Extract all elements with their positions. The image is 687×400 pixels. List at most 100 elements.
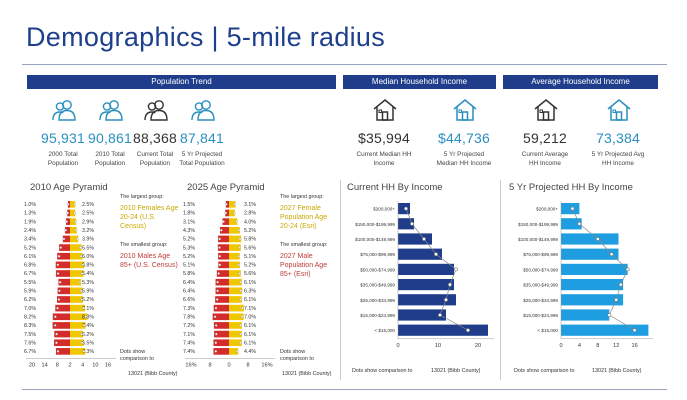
x-tick-label: 8: [596, 343, 599, 349]
female-bar: [229, 296, 242, 303]
comparison-dot: [434, 252, 438, 257]
male-value-label: 7.1%: [183, 332, 195, 338]
female-value-label: 6.8%: [82, 263, 94, 269]
x-tick-label: 4: [578, 343, 581, 349]
x-tick-label: 16%: [261, 363, 272, 369]
income-category-label: $25,000-$34,999: [523, 298, 558, 303]
female-bar: [70, 235, 79, 243]
comparison-dot: [82, 324, 86, 327]
income-category-label: $150,000-$199,999: [518, 222, 558, 227]
stat-label: HH Income: [529, 160, 561, 167]
female-value-label: 6.1%: [244, 332, 256, 338]
dots-note-2: comparison to: [120, 356, 154, 362]
comparison-dot: [56, 263, 60, 267]
male-bar: [55, 261, 70, 269]
average-income-header: Average Household Income: [503, 75, 658, 89]
male-bar: [55, 348, 70, 355]
male-value-label: 7.6%: [24, 340, 36, 346]
comparison-dot: [595, 237, 600, 241]
comparison-dot: [625, 267, 630, 272]
male-bar: [225, 209, 229, 217]
comparison-dot: [80, 272, 84, 275]
male-value-label: 6.7%: [24, 349, 36, 355]
comparison-dot: [238, 246, 241, 249]
comparison-dot: [80, 298, 84, 301]
comparison-dot: [56, 350, 60, 353]
smallest-group-label: The smallest group:: [280, 242, 328, 248]
comparison-dot: [58, 280, 62, 284]
comparison-dot: [236, 350, 239, 353]
comparison-dot: [237, 228, 241, 232]
comparison-dot: [84, 315, 87, 319]
largest-group-value: 2010 Females Age 20-24 (U.S. Census): [120, 205, 179, 230]
comparison-dot: [237, 254, 240, 258]
comparison-dot: [59, 246, 63, 249]
male-value-label: 6.1%: [24, 254, 36, 260]
male-value-label: 5.5%: [24, 280, 36, 286]
female-bar: [229, 201, 236, 208]
female-bar: [70, 278, 82, 286]
female-value-label: 4.0%: [244, 219, 256, 225]
male-value-label: 5.1%: [183, 263, 195, 269]
male-bar: [213, 339, 229, 347]
stat-card: $35,994 Current Median HH Income: [344, 130, 424, 168]
x-tick-label: 8: [208, 363, 211, 369]
female-bar: [70, 201, 76, 208]
female-bar: [70, 261, 85, 269]
page-title: Demographics | 5-mile radius: [26, 22, 386, 52]
x-tick-label: 20: [29, 363, 35, 369]
stat-label: 2000 Total: [48, 151, 78, 158]
male-value-label: 1.0%: [24, 202, 36, 208]
female-bar: [229, 261, 240, 269]
income-category-label: $75,000-$99,999: [360, 252, 395, 257]
comparison-dot: [239, 280, 242, 284]
x-tick-label: 8: [56, 363, 59, 369]
comparison-dot: [81, 263, 85, 267]
comparison-dot: [216, 289, 219, 293]
male-bar: [54, 330, 70, 338]
male-value-label: 5.2%: [24, 245, 36, 251]
female-bar: [229, 226, 240, 234]
comparison-dot: [218, 263, 222, 267]
comparison-dot: [80, 254, 83, 258]
male-value-label: 7.3%: [183, 306, 195, 312]
x-tick-label: 10: [92, 363, 98, 369]
comparison-dot: [239, 332, 242, 336]
comparison-dot: [57, 298, 61, 301]
female-bar: [70, 339, 84, 347]
comparison-dot: [80, 341, 84, 345]
comparison-dot: [237, 263, 241, 267]
male-value-label: 1.9%: [24, 219, 36, 225]
stat-label: Income: [373, 160, 395, 167]
stat-label: 5 Yr Projected Avg: [591, 151, 645, 158]
female-value-label: 5.6%: [244, 245, 256, 251]
pyramid-2025-chart: 1.5% 3.1% 1.8% 2.8% 3.1% 4.0% 4.3% 5.2% 5.2% 5.8%…: [183, 201, 275, 369]
female-value-label: 7.4%: [82, 323, 94, 329]
x-tick-label: 12: [613, 343, 619, 349]
female-value-label: 2.5%: [82, 202, 94, 208]
x-tick-label: 2: [68, 363, 71, 369]
male-bar: [52, 322, 70, 329]
male-value-label: 1.3%: [24, 211, 36, 217]
comparison-dot: [73, 211, 77, 215]
male-bar: [218, 252, 229, 260]
income-bar: [398, 203, 410, 215]
dots-note-1: Dots show: [280, 349, 306, 355]
comparison-dot: [239, 298, 242, 301]
comparison-dot: [225, 203, 228, 206]
stat-value: 59,212: [522, 130, 568, 146]
income-bar: [398, 218, 414, 230]
comparison-dot: [215, 332, 218, 336]
female-value-label: 5.1%: [244, 254, 256, 260]
female-value-label: 3.1%: [244, 202, 256, 208]
comparison-dot: [66, 203, 70, 206]
stat-value: 87,841: [179, 130, 225, 146]
comparison-dot: [214, 350, 218, 353]
people-icon: [143, 97, 169, 128]
comparison-dot: [609, 252, 614, 257]
male-value-label: 3.4%: [24, 237, 36, 243]
female-bar: [70, 270, 84, 277]
male-value-label: 1.8%: [183, 211, 195, 217]
male-bar: [62, 235, 70, 243]
comparison-dot: [64, 228, 68, 232]
